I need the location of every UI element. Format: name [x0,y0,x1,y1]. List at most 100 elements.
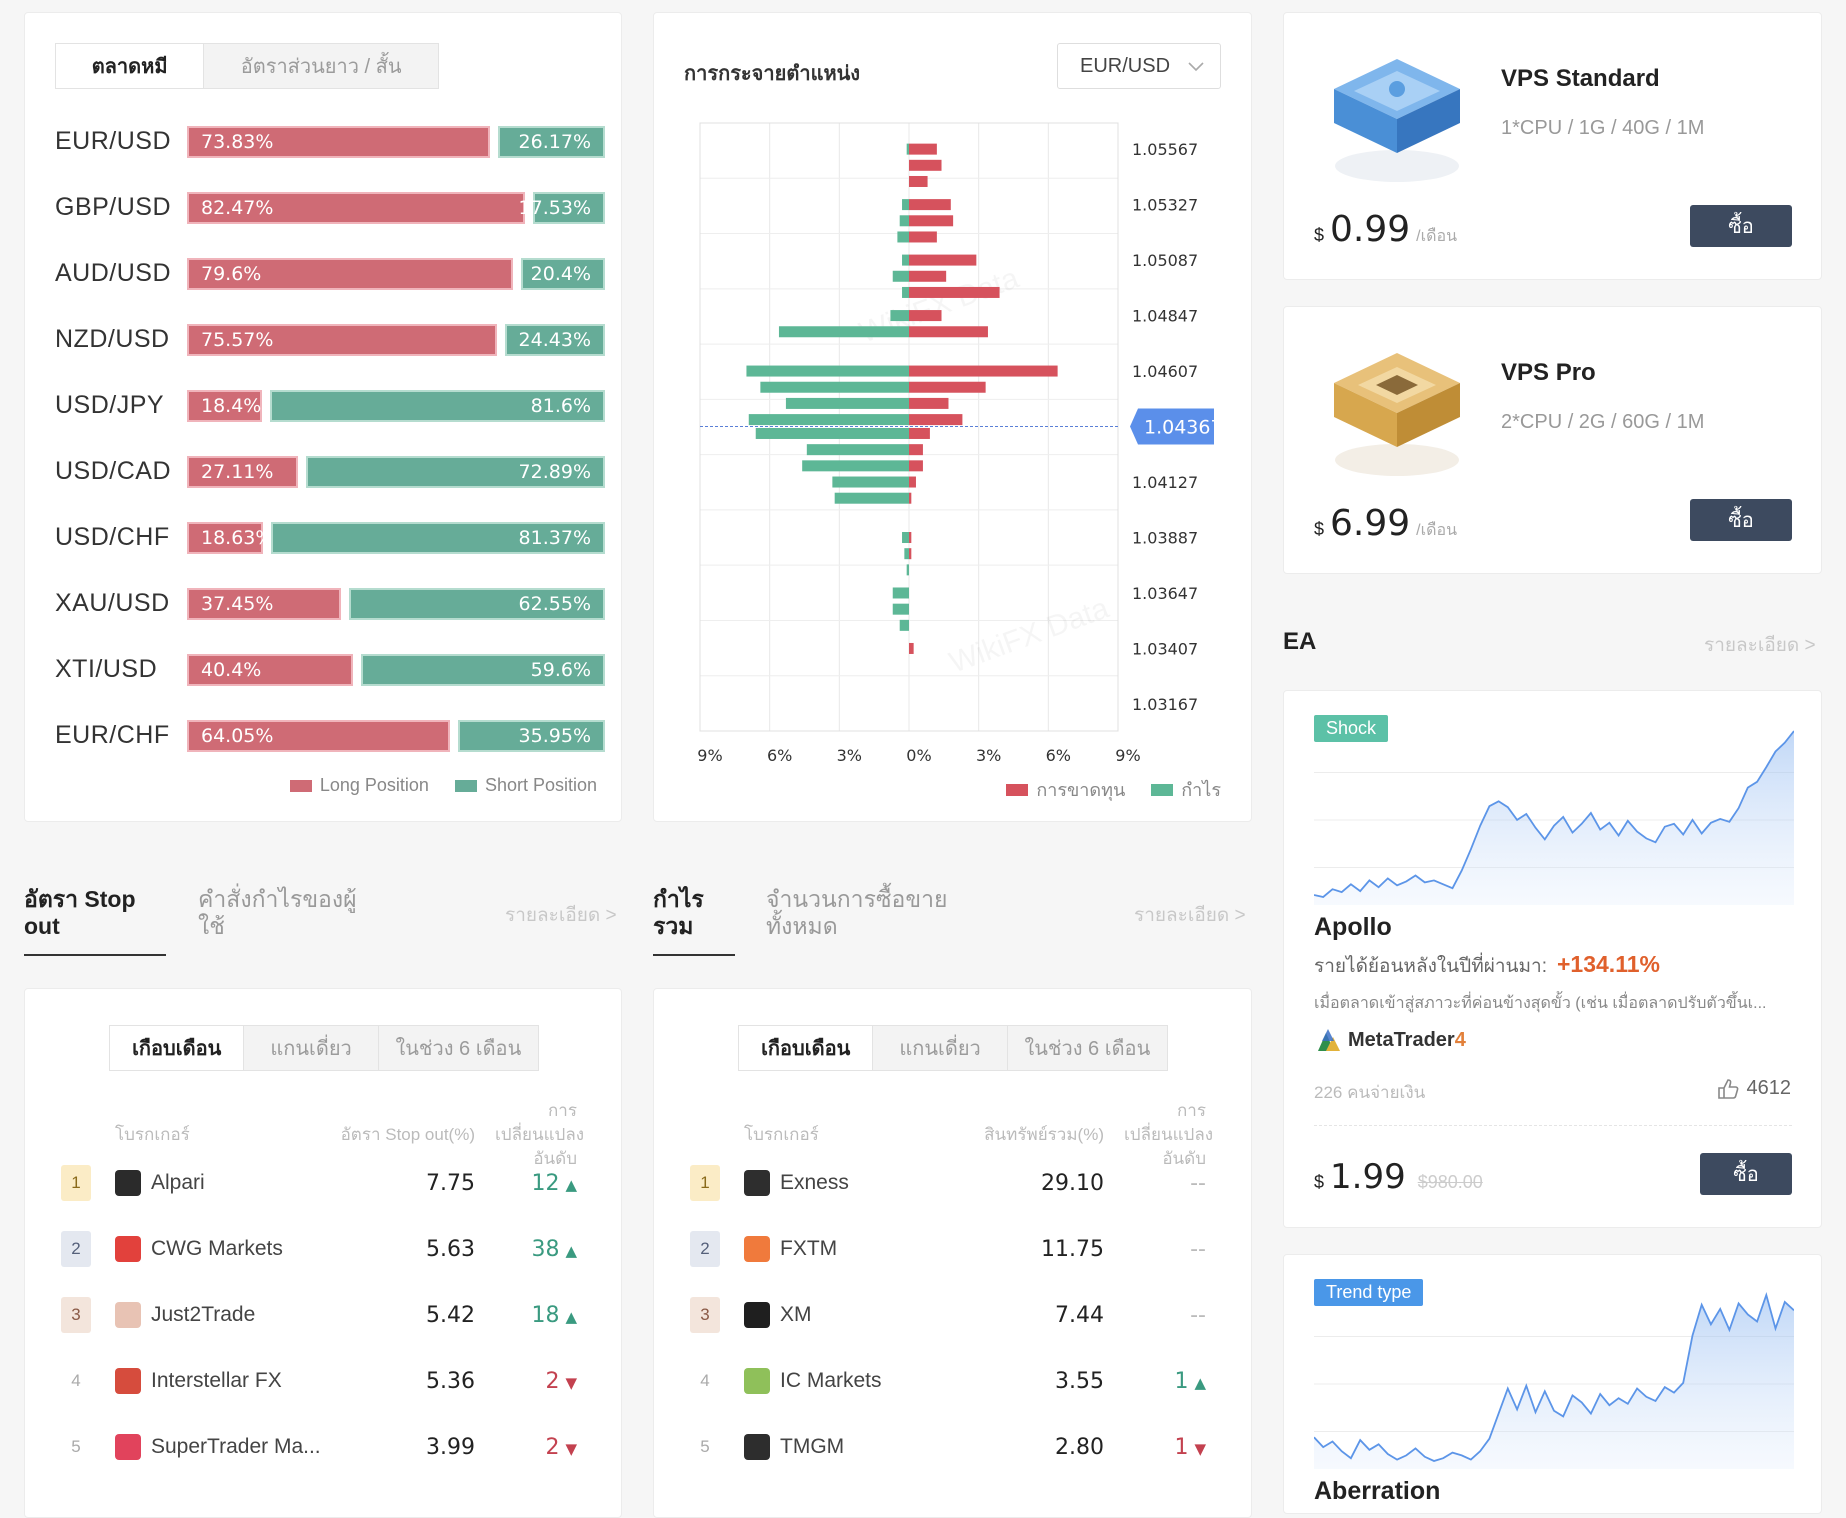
loss-bar [909,492,912,504]
profit-bar [902,286,909,298]
vps-pro-card: VPS Pro 2*CPU / 2G / 60G / 1M $ 6.99 /เด… [1283,306,1822,574]
broker-value: 2.80 [1055,1435,1104,1460]
table-row[interactable]: 5 TMGM 2.80 1 ▼ [654,1429,1251,1479]
short-bar: 72.89% [306,456,605,488]
current-price-tag [1130,408,1214,445]
long-short-ratio-card: ตลาดหมี อัตราส่วนยาว / สั้น EUR/USD 73.83… [24,12,622,822]
ratio-row[interactable]: AUD/USD 79.6% 20.4% [55,255,615,295]
broker-name[interactable]: Exness [780,1171,849,1194]
ratio-row[interactable]: GBP/USD 82.47% 17.53% [55,189,615,229]
ratio-row[interactable]: EUR/USD 73.83% 26.17% [55,123,615,163]
tab-six-months[interactable]: ในช่วง 6 เดือน [395,1038,522,1060]
buy-button[interactable]: ซื้อ [1690,205,1792,247]
ratio-row[interactable]: EUR/CHF 64.05% 35.95% [55,717,615,757]
table-row[interactable]: 5 SuperTrader Ma... 3.99 2 ▼ [25,1429,621,1479]
broker-name[interactable]: TMGM [780,1435,845,1458]
table-row[interactable]: 3 XM 7.44 -- [654,1297,1251,1347]
pair-label: XTI/USD [55,655,158,683]
x-tick-label: 3% [976,746,1001,765]
loss-bar [909,310,942,322]
ea-card-aberration[interactable]: Trend type Aberration [1283,1254,1822,1514]
broker-logo-icon [115,1434,141,1460]
ea-line [1314,730,1794,898]
broker-name[interactable]: Interstellar FX [151,1369,282,1392]
ratio-row[interactable]: XTI/USD 40.4% 59.6% [55,651,615,691]
profit-detail-link[interactable]: รายละเอียด > [1134,905,1246,926]
ratio-row[interactable]: NZD/USD 75.57% 24.43% [55,321,615,361]
profit-bar [899,215,909,227]
loss-bar [909,231,937,243]
profit-bar [890,310,909,322]
pair-select[interactable]: EUR/USD [1057,43,1221,89]
tab-stop-out-rate[interactable]: อัตรา Stop out [24,886,136,939]
loss-bar [909,175,928,187]
tab-user-profit-orders[interactable]: คำสั่งกำไรของผู้ใช้ [198,886,357,939]
rank-badge: 4 [61,1363,91,1399]
table-row[interactable]: 4 IC Markets 3.55 1 ▲ [654,1363,1251,1413]
arrow-down-icon: ▼ [565,1374,577,1392]
rank-badge: 5 [690,1429,720,1465]
broker-value: 7.75 [426,1171,475,1196]
table-row[interactable]: 3 Just2Trade 5.42 18 ▲ [25,1297,621,1347]
tab-long-short-ratio[interactable]: อัตราส่วนยาว / สั้น [240,56,402,78]
broker-name[interactable]: Just2Trade [151,1303,256,1326]
ea-payers: 226 คนจ่ายเงิน [1314,1083,1426,1102]
broker-name[interactable]: IC Markets [780,1369,882,1392]
broker-name[interactable]: SuperTrader Ma... [151,1435,321,1458]
col-change-header: การเปลี่ยนแปลงอันดับ [1124,1101,1214,1168]
period-tabs: เกือบเดือน แกนเดี่ยว ในช่วง 6 เดือน [738,1025,1168,1071]
y-tick-label: 1.03407 [1132,639,1198,658]
tab-single-axis[interactable]: แกนเดี่ยว [873,1026,1008,1070]
profit-bar [902,532,909,544]
profit-bar [892,270,909,282]
tab-total-trades[interactable]: จำนวนการซื้อขายทั้งหมด [766,886,948,939]
loss-bar [909,427,930,439]
position-distribution-card: การกระจายตำแหน่ง EUR/USD WikiFX Data Wiki… [653,12,1252,822]
table-row[interactable]: 1 Exness 29.10 -- [654,1165,1251,1215]
x-tick-label: 9% [697,746,722,765]
table-row[interactable]: 2 FXTM 11.75 -- [654,1231,1251,1281]
arrow-up-icon: ▲ [565,1308,577,1326]
ea-card-apollo[interactable]: Shock Apollo รายได้ย้อนหลังในปีที่ผ่านมา… [1283,690,1822,1228]
divider [1314,1125,1792,1126]
profit-bar [785,397,909,409]
stopout-detail-link[interactable]: รายละเอียด > [505,905,617,926]
table-row[interactable]: 4 Interstellar FX 5.36 2 ▼ [25,1363,621,1413]
profit-bar [802,460,909,472]
profit-bar [755,427,909,439]
table-row[interactable]: 1 Alpari 7.75 12 ▲ [25,1165,621,1215]
broker-value: 3.99 [426,1435,475,1460]
buy-button[interactable]: ซื้อ [1690,499,1792,541]
broker-name[interactable]: CWG Markets [151,1237,283,1260]
loss-bar [909,460,923,472]
ratio-row[interactable]: USD/JPY 18.4% 81.6% [55,387,615,427]
loss-bar [909,532,912,544]
broker-name[interactable]: XM [780,1303,812,1326]
long-bar: 82.47% [187,192,525,224]
tab-near-month[interactable]: เกือบเดือน [739,1026,874,1070]
tab-near-month[interactable]: เกือบเดือน [110,1026,245,1070]
ea-likes[interactable]: 4612 [1717,1077,1791,1100]
ratio-row[interactable]: USD/CHF 18.63% 81.37% [55,519,615,559]
profit-bar [904,548,909,560]
short-bar: 26.17% [498,126,605,158]
short-legend-swatch [454,779,477,792]
tab-single-axis[interactable]: แกนเดี่ยว [244,1026,379,1070]
price-value: 6.99 [1330,503,1411,544]
rank-change-value: 1 [1174,1369,1189,1394]
ratio-row[interactable]: XAU/USD 37.45% 62.55% [55,585,615,625]
buy-button[interactable]: ซื้อ [1700,1153,1792,1195]
tab-six-months[interactable]: ในช่วง 6 เดือน [1024,1038,1151,1060]
pair-label: XAU/USD [55,589,170,617]
table-row[interactable]: 2 CWG Markets 5.63 38 ▲ [25,1231,621,1281]
ratio-row[interactable]: USD/CAD 27.11% 72.89% [55,453,615,493]
broker-name[interactable]: FXTM [780,1237,838,1260]
ea-detail-link[interactable]: รายละเอียด > [1704,635,1816,656]
long-bar: 37.45% [187,588,341,620]
tab-bear-market[interactable]: ตลาดหมี [56,44,205,88]
long-bar: 27.11% [187,456,298,488]
tab-total-profit[interactable]: กำไรรวม [653,886,704,939]
ea-tag: Trend type [1314,1279,1424,1306]
loss-bar [909,199,951,211]
broker-name[interactable]: Alpari [151,1171,205,1194]
